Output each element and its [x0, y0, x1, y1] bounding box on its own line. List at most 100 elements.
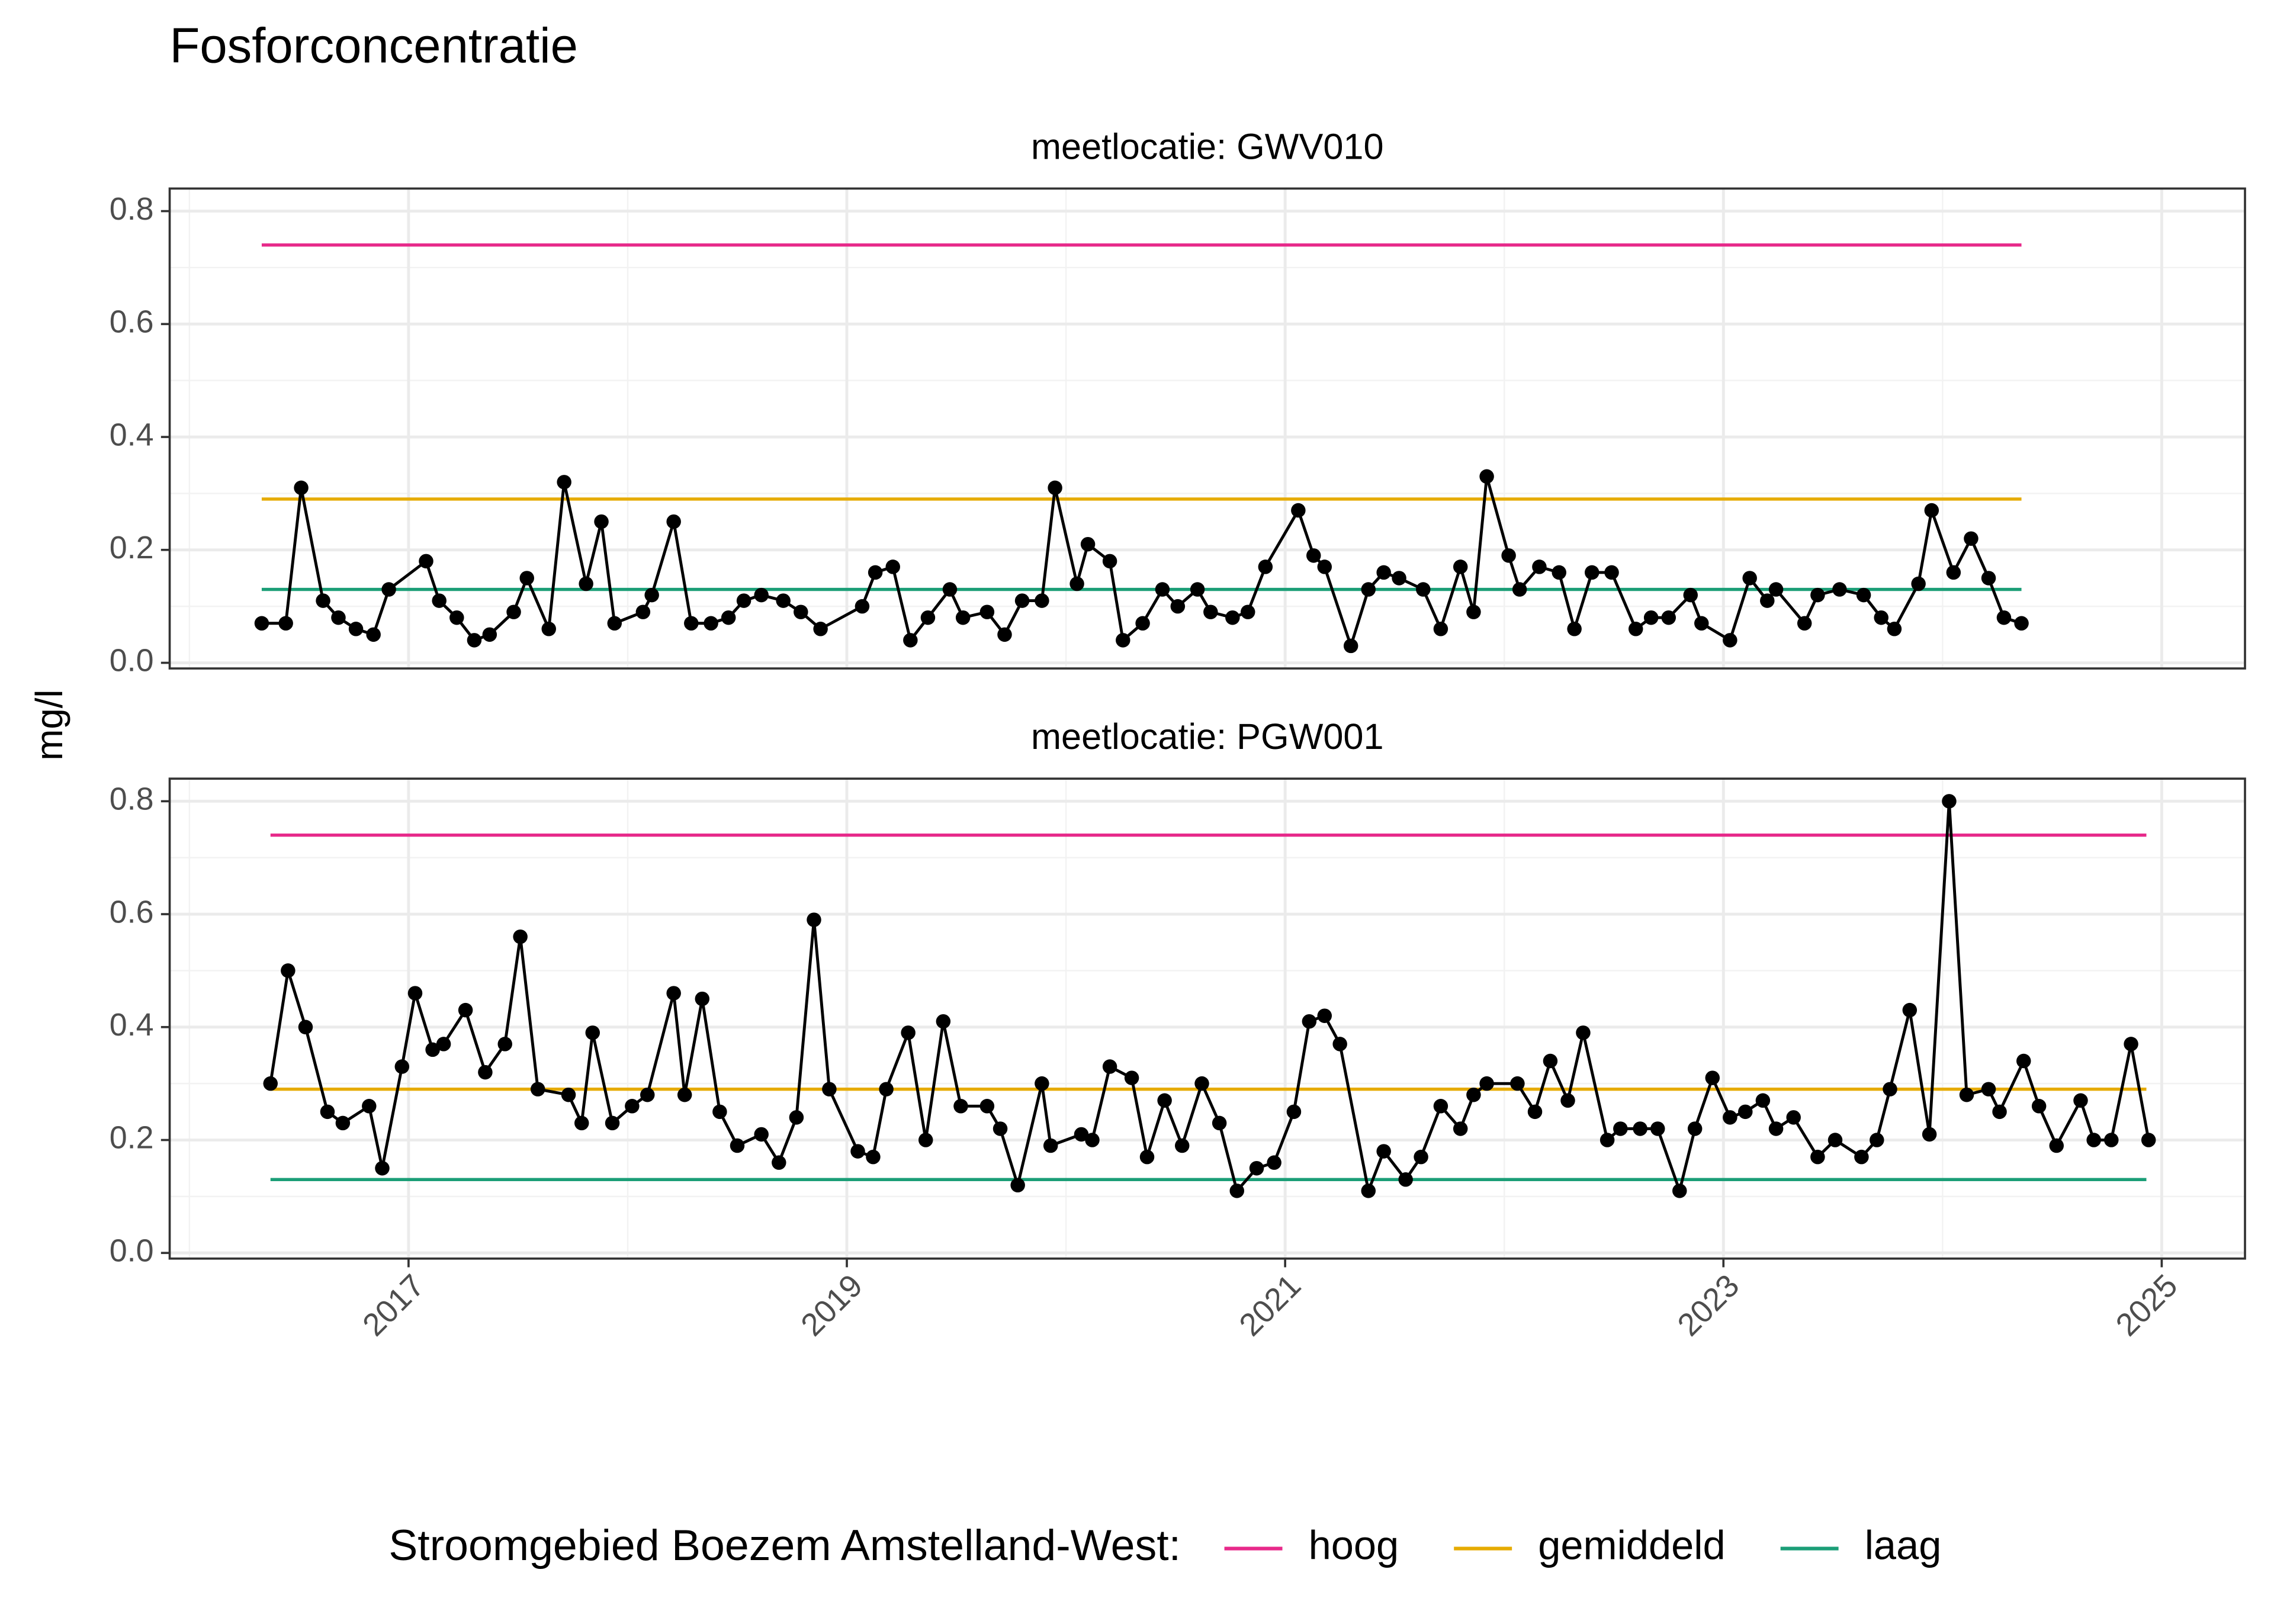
data-point — [1392, 571, 1406, 586]
data-point — [1661, 610, 1676, 625]
data-point — [1291, 503, 1306, 518]
data-point — [1225, 610, 1240, 625]
data-point — [2073, 1093, 2088, 1108]
data-point — [1854, 1149, 1869, 1165]
data-point — [1643, 610, 1659, 625]
y-tick-label: 0.2 — [110, 530, 154, 565]
data-point — [712, 1104, 727, 1120]
data-point — [754, 587, 769, 603]
data-point — [335, 1115, 351, 1131]
legend-label: hoog — [1309, 1523, 1399, 1568]
data-point — [903, 633, 918, 648]
data-point — [1576, 1025, 1591, 1040]
data-point — [684, 616, 699, 631]
data-point — [997, 627, 1012, 642]
data-point — [1992, 1104, 2007, 1120]
data-point — [425, 1042, 440, 1057]
data-point — [955, 610, 971, 625]
y-tick-label: 0.4 — [110, 1007, 154, 1043]
data-point — [254, 616, 269, 631]
data-point — [936, 1014, 951, 1029]
data-point — [1760, 593, 1775, 608]
data-point — [1604, 565, 1619, 580]
legend-label: laag — [1865, 1523, 1942, 1568]
data-point — [1532, 559, 1547, 574]
data-point — [1552, 565, 1566, 580]
data-point — [918, 1133, 933, 1147]
facet-label: meetlocatie: PGW001 — [1031, 716, 1383, 757]
data-point — [1203, 604, 1218, 619]
data-point — [497, 1037, 512, 1051]
data-point — [1870, 1133, 1884, 1147]
data-point — [1584, 565, 1599, 580]
data-point — [574, 1115, 589, 1131]
data-point — [1672, 1184, 1687, 1198]
data-point — [1946, 565, 1961, 580]
data-point — [1466, 604, 1481, 619]
data-point — [1479, 469, 1494, 484]
data-point — [362, 1099, 377, 1114]
data-point — [366, 627, 381, 642]
data-point — [885, 559, 900, 574]
data-point — [1466, 1087, 1481, 1102]
data-point — [942, 582, 958, 597]
panel-border — [168, 187, 2246, 670]
facet-label: meetlocatie: GWV010 — [1031, 126, 1383, 166]
data-point — [1832, 582, 1847, 597]
data-point — [1964, 531, 1978, 546]
data-point — [1048, 480, 1062, 496]
data-point — [594, 514, 609, 529]
data-point — [1797, 616, 1812, 631]
data-point — [1102, 1059, 1117, 1074]
data-point — [1922, 1127, 1937, 1142]
y-tick-label: 0.8 — [110, 782, 154, 817]
data-point — [1827, 1133, 1843, 1147]
data-point — [1343, 638, 1358, 654]
data-point — [1414, 1149, 1428, 1165]
data-point — [879, 1082, 894, 1096]
data-point — [666, 514, 681, 529]
data-point — [1768, 582, 1784, 597]
data-point — [1116, 633, 1130, 648]
data-point — [607, 616, 622, 631]
data-point — [1683, 587, 1698, 603]
data-point — [730, 1138, 745, 1153]
data-point — [436, 1037, 451, 1051]
y-tick-label: 0.4 — [110, 417, 154, 452]
data-point — [1010, 1178, 1025, 1193]
data-point — [1510, 1076, 1525, 1091]
data-point — [1229, 1184, 1244, 1198]
data-point — [1194, 1076, 1209, 1091]
data-point — [1723, 1110, 1737, 1125]
data-line — [261, 476, 2022, 651]
data-point — [979, 1099, 995, 1114]
data-point — [1633, 1121, 1647, 1136]
y-tick-label: 0.0 — [110, 643, 154, 678]
data-point — [850, 1144, 865, 1159]
data-point — [754, 1127, 769, 1142]
legend-label: gemiddeld — [1538, 1523, 1725, 1568]
y-tick-label: 0.8 — [110, 191, 154, 227]
data-point — [482, 627, 497, 642]
data-point — [263, 1076, 278, 1091]
data-point — [1190, 582, 1205, 597]
data-point — [585, 1025, 600, 1040]
data-point — [1361, 582, 1376, 597]
data-point — [1433, 622, 1448, 636]
data-point — [1035, 1076, 1049, 1091]
data-point — [1723, 633, 1737, 648]
data-point — [776, 593, 791, 608]
data-point — [1981, 571, 1996, 586]
data-point — [2016, 1053, 2031, 1069]
data-point — [822, 1082, 837, 1096]
data-point — [561, 1087, 576, 1102]
data-point — [1567, 622, 1582, 636]
data-point — [979, 604, 995, 619]
data-point — [1501, 548, 1516, 563]
data-point — [1212, 1115, 1227, 1131]
data-point — [1317, 559, 1332, 574]
data-point — [2124, 1037, 2138, 1051]
